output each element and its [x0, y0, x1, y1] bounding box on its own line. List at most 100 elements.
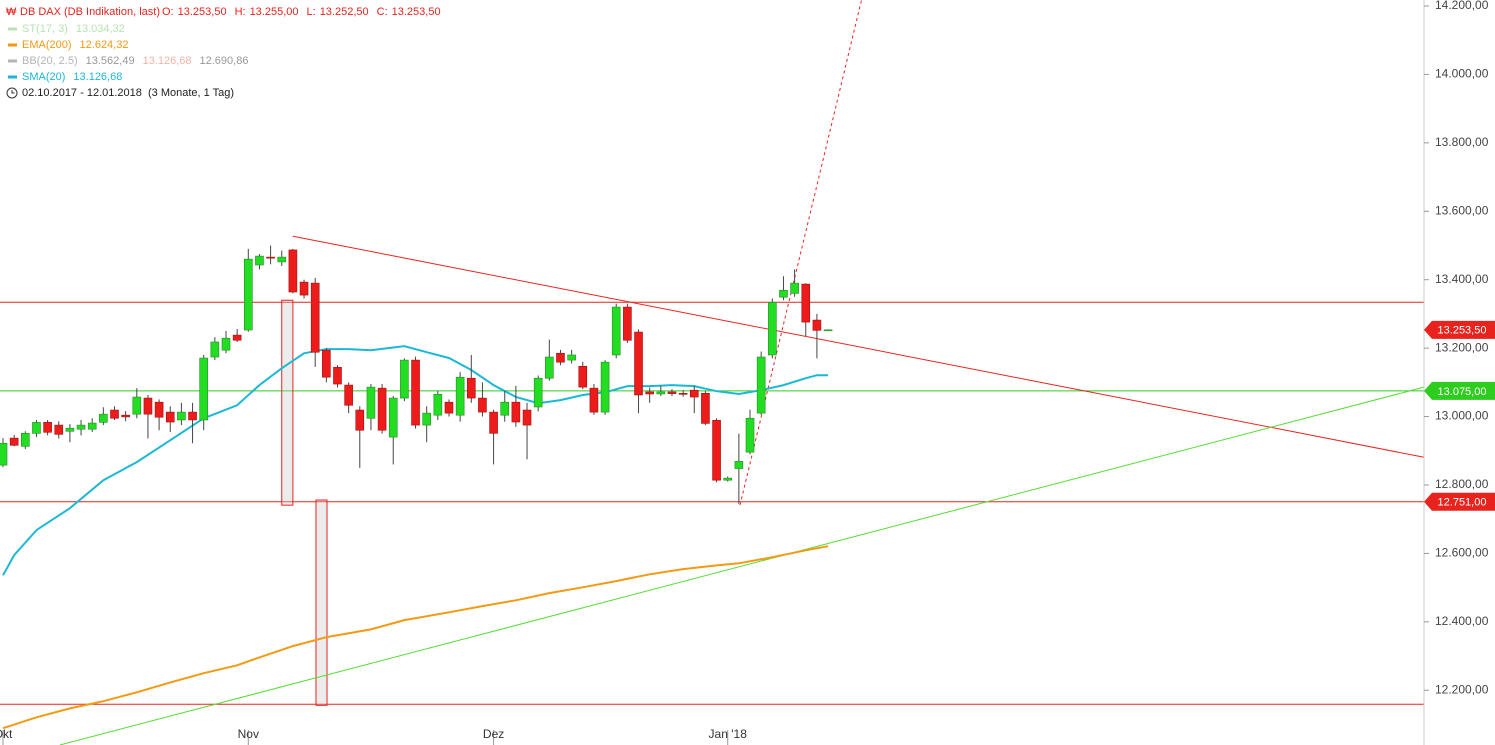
- plot-area: [0, 0, 1425, 745]
- candle-body: [801, 283, 811, 323]
- candle-body: [545, 356, 554, 379]
- candle-body: [634, 331, 643, 396]
- ohlc-value: 13.253,50: [178, 6, 227, 18]
- header: ₩ DB DAX (DB Indikation, last) O: 13.253,…: [6, 6, 441, 99]
- ohlc-values: O: 13.253,50 H: 13.255,00 L: 13.252,50 C: 13.25…: [162, 6, 441, 18]
- candle-body: [344, 384, 353, 406]
- candle-body: [678, 392, 688, 395]
- trendline: [59, 386, 1425, 745]
- legend-name: EMA(200): [22, 39, 72, 51]
- candle-body: [500, 401, 510, 416]
- x-tick-label: Dez: [483, 727, 504, 741]
- ohlc-label: L:: [307, 6, 316, 18]
- candle-body: [689, 389, 699, 398]
- candle-body: [589, 387, 599, 413]
- ohlc-value: 13.255,00: [250, 6, 299, 18]
- candle-body: [177, 411, 186, 421]
- candle-body: [556, 352, 565, 363]
- candle-body: [132, 396, 142, 415]
- candle-body: [433, 394, 443, 416]
- candle-body: [54, 424, 64, 435]
- candle-body: [623, 306, 632, 341]
- legend-entry: EMA(200) 12.624,32: [22, 39, 128, 51]
- candle-body: [110, 409, 119, 419]
- candle-body: [154, 401, 164, 418]
- chart-title: DB DAX (DB Indikation, last): [20, 6, 160, 18]
- candle-body: [667, 391, 677, 394]
- candle-body: [712, 420, 721, 481]
- ohlc-value: 13.252,50: [320, 6, 369, 18]
- price-tag-label: 13.075,00: [1438, 386, 1487, 398]
- legend-value: 13.562,49: [86, 55, 135, 67]
- legend-value: 13.126,68: [143, 55, 192, 67]
- price-tag-label: 12.751,00: [1438, 497, 1487, 509]
- clock-icon: [11, 90, 15, 94]
- candle-body: [21, 433, 30, 447]
- candle-body: [645, 391, 654, 395]
- indicator-line: [2, 345, 829, 576]
- candle-body: [32, 422, 41, 434]
- candle-body: [466, 377, 476, 399]
- candle-body: [333, 366, 342, 385]
- candle-body: [266, 256, 275, 259]
- clock-icon: [6, 87, 18, 99]
- candle-body: [400, 359, 409, 399]
- candle-body: [444, 401, 454, 414]
- y-tick-label: 14.200,00: [1435, 0, 1489, 12]
- y-tick-label: 14.000,00: [1435, 67, 1489, 81]
- candle-body: [611, 306, 621, 356]
- trendline: [739, 0, 862, 506]
- candle-body: [756, 356, 766, 414]
- y-tick-label: 12.600,00: [1435, 546, 1489, 560]
- legend-name: ST(17, 3): [22, 23, 68, 35]
- candle-body: [522, 409, 532, 426]
- candle-body: [723, 477, 733, 481]
- legend-value: 13.126,68: [73, 71, 122, 83]
- legend-value: 12.690,86: [200, 55, 249, 67]
- candle-body: [567, 354, 576, 361]
- annotation-box: [315, 499, 328, 706]
- candle-body: [734, 461, 744, 469]
- candle-body: [533, 377, 543, 408]
- candle-body: [255, 255, 264, 266]
- candle-body: [243, 258, 253, 331]
- candle-body: [366, 386, 376, 419]
- candle-body: [121, 414, 130, 418]
- candle-body: [812, 319, 822, 331]
- candle-body: [377, 387, 387, 431]
- candle-body: [600, 361, 610, 413]
- y-tick-label: 12.200,00: [1435, 682, 1489, 696]
- candle-body: [823, 329, 833, 332]
- y-tick-label: 13.000,00: [1435, 409, 1489, 423]
- annotation-box: [281, 299, 294, 506]
- ohlc-label: O:: [162, 6, 174, 18]
- legend-entry: ST(17, 3) 13.034,32: [22, 23, 125, 35]
- y-tick-label: 13.800,00: [1435, 135, 1489, 149]
- indicator-line: [2, 545, 829, 730]
- y-tick-label: 13.200,00: [1435, 340, 1489, 354]
- period-note: (3 Monate, 1 Tag): [148, 87, 234, 99]
- candle-body: [768, 301, 777, 356]
- candle-body: [422, 412, 431, 426]
- candle-body: [310, 282, 320, 353]
- ohlc-label: H:: [235, 6, 246, 18]
- candle-body: [299, 281, 309, 296]
- legend-name: BB(20, 2.5): [22, 55, 78, 67]
- y-tick-label: 13.400,00: [1435, 272, 1489, 286]
- candle-body: [779, 290, 788, 298]
- candle-body: [0, 442, 8, 466]
- y-tick-label: 12.400,00: [1435, 614, 1489, 628]
- x-tick-label: Nov: [238, 727, 259, 741]
- candle-body: [455, 376, 465, 416]
- candle-body: [578, 365, 588, 388]
- candle-body: [388, 397, 398, 438]
- x-tick-label: Jan '18: [709, 727, 748, 741]
- legend: ST(17, 3) 13.034,32 EMA(200) 12.624,32 BB(20…: [8, 23, 248, 83]
- candle-body: [701, 392, 710, 424]
- last-price-tag: [1424, 320, 1495, 339]
- candle-body: [65, 427, 75, 432]
- ohlc-value: 13.253,50: [392, 6, 441, 18]
- candle-body: [489, 411, 498, 434]
